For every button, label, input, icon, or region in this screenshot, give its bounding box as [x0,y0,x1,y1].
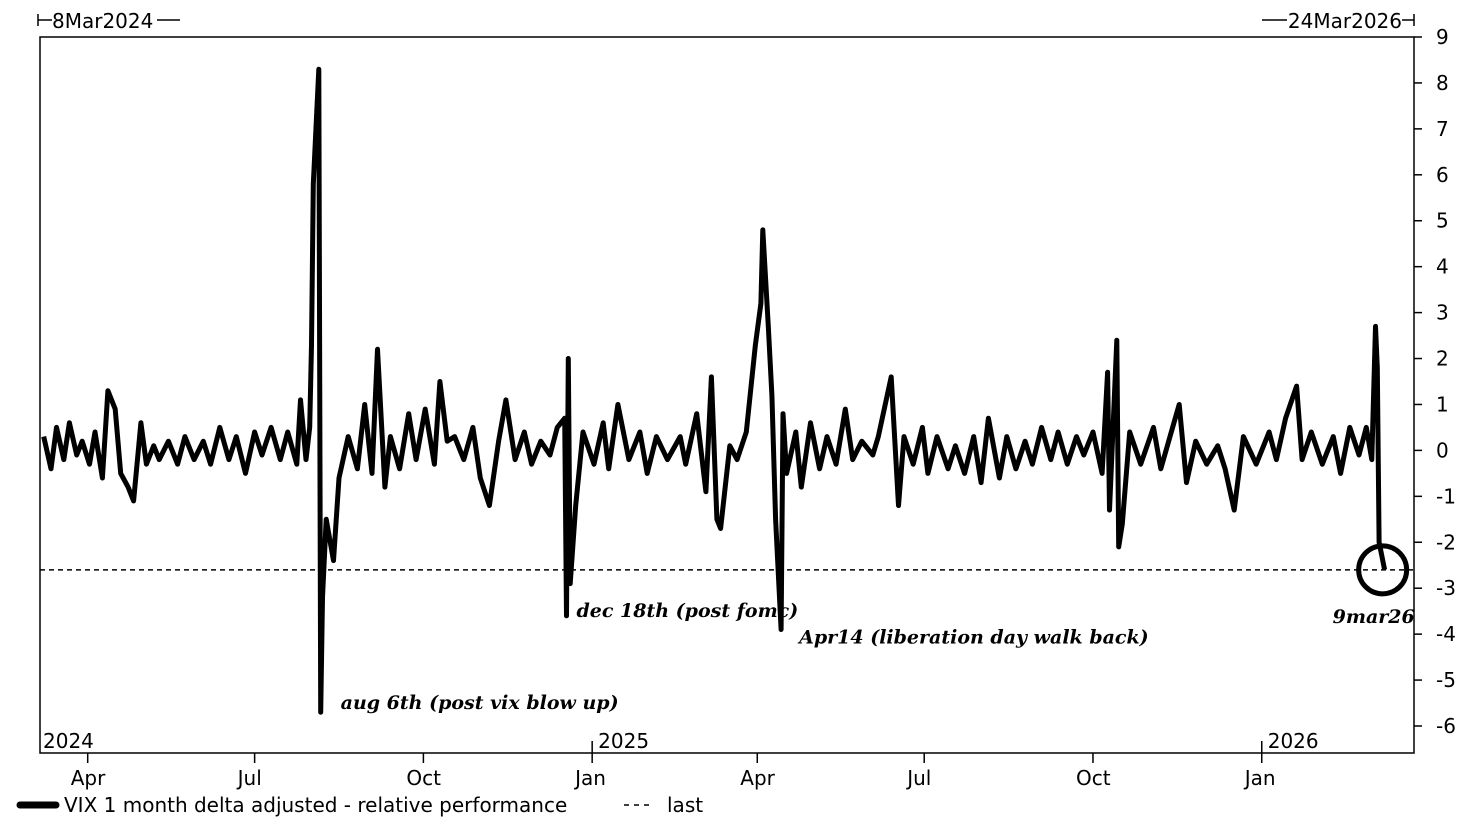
x-month-label: Apr [740,766,775,790]
y-tick-label: -6 [1436,714,1456,738]
annotation-label: aug 6th (post vix blow up) [341,692,619,714]
x-month-label: Jan [573,766,606,790]
annotation-label: 9mar26 [1333,606,1415,628]
annotation-label: dec 18th (post fomc) [576,600,798,622]
y-tick-label: 8 [1436,71,1449,95]
x-month-label: Oct [406,766,441,790]
y-tick-label: -5 [1436,668,1456,692]
x-month-label: Oct [1076,766,1111,790]
plot-frame [39,36,1415,754]
y-tick-label: 0 [1436,438,1449,462]
year-label: 2026 [1268,729,1319,753]
x-month-label: Apr [71,766,106,790]
y-tick-label: 1 [1436,392,1449,416]
y-tick-label: 4 [1436,255,1449,279]
y-tick-label: 9 [1436,25,1449,49]
y-tick-label: -1 [1436,484,1456,508]
y-tick-label: -2 [1436,530,1456,554]
year-label: 2025 [598,729,649,753]
y-tick-label: 3 [1436,301,1449,325]
y-tick-label: 6 [1436,163,1449,187]
legend-label-last: last [667,793,703,817]
y-tick-label: 7 [1436,117,1449,141]
start-date-label: 8Mar2024 [52,9,153,33]
legend-label-series: VIX 1 month delta adjusted - relative pe… [64,793,567,817]
y-tick-label: 5 [1436,209,1449,233]
y-tick-label: -3 [1436,576,1456,600]
y-tick-label: 2 [1436,347,1449,371]
x-month-label: Jul [905,766,931,790]
x-month-label: Jul [236,766,262,790]
x-month-label: Jan [1243,766,1276,790]
series-line-vix-relative-performance [41,66,1388,715]
last-point-circle-marker [1356,543,1410,597]
end-date-label: 24Mar2026 [1288,9,1402,33]
y-tick-label: -4 [1436,622,1456,646]
year-label: 2024 [43,729,94,753]
annotation-label: Apr14 (liberation day walk back) [797,627,1149,649]
